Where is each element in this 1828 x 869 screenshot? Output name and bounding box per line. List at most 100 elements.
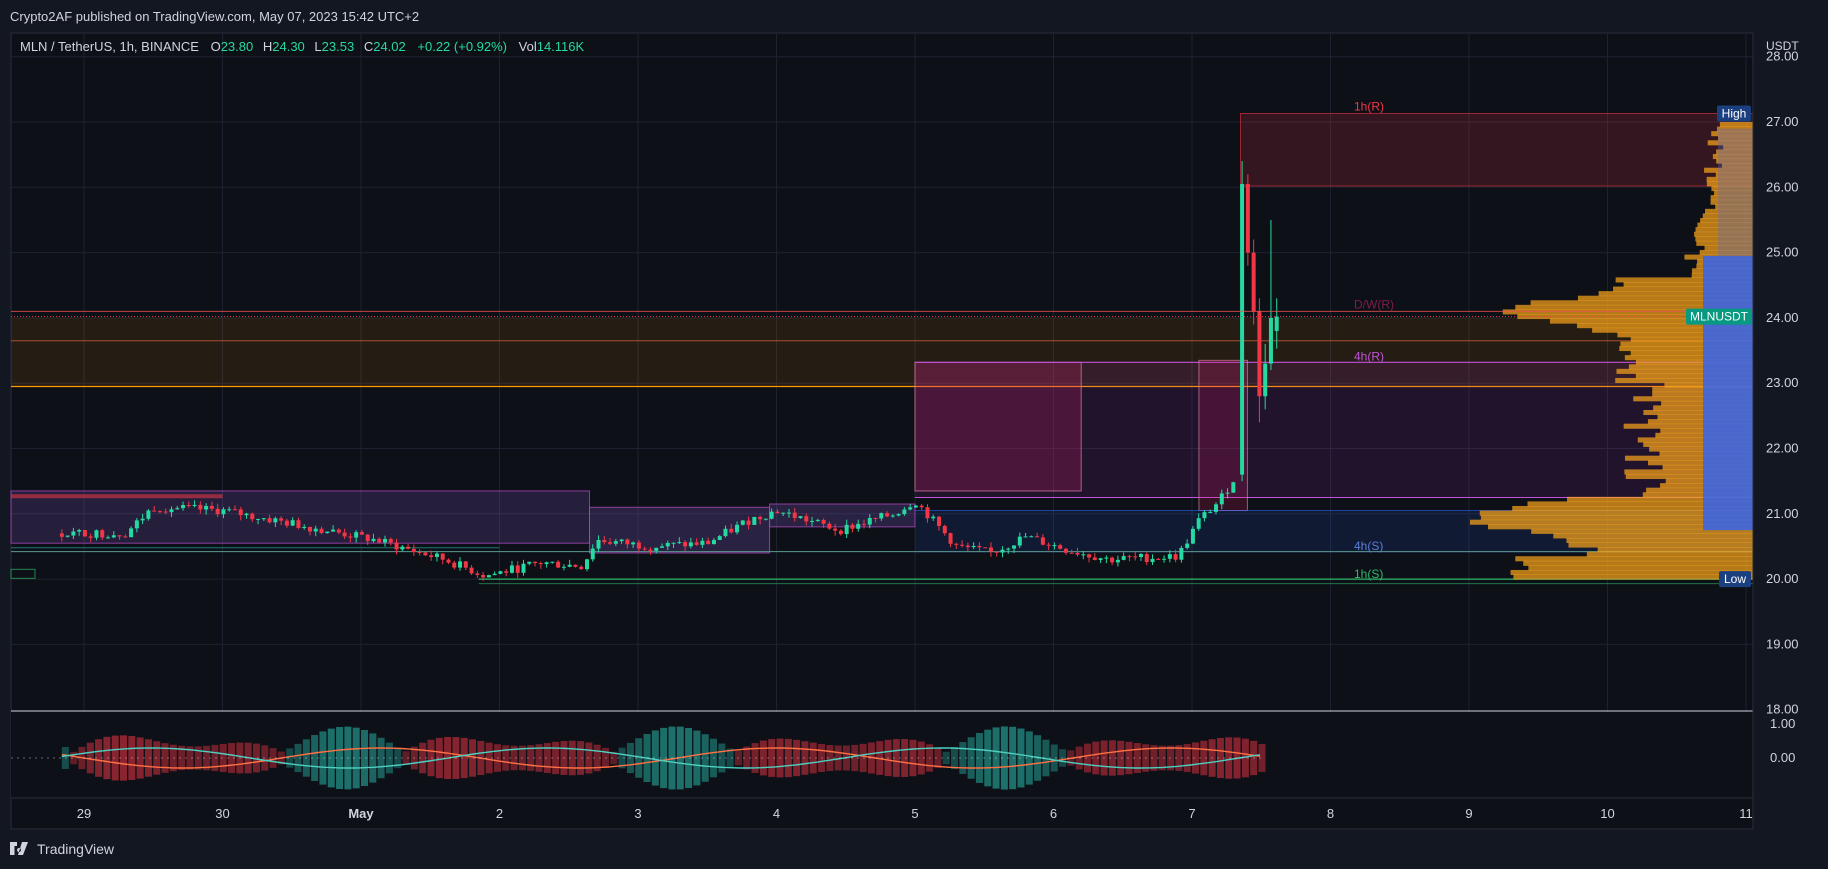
legend-low: 23.53 <box>322 39 355 54</box>
candle-body <box>752 516 757 525</box>
oscillator-bar <box>992 727 1000 789</box>
candle-body <box>1000 549 1005 553</box>
oscillator-bar <box>203 745 211 771</box>
candle-body <box>365 534 370 542</box>
candle-body <box>59 533 64 537</box>
candle-body <box>1023 536 1028 538</box>
candle-body <box>1115 559 1120 563</box>
candle-body <box>498 571 503 574</box>
candle-body <box>140 518 145 521</box>
candle-body <box>931 516 936 519</box>
candle-body <box>1069 552 1074 554</box>
oscillator-bar <box>768 739 776 777</box>
legend-symbol: MLN / TetherUS, 1h, BINANCE <box>20 39 199 54</box>
oscillator-bar <box>1150 745 1158 771</box>
ohlc-legend[interactable]: MLN / TetherUS, 1h, BINANCE O23.80 H24.3… <box>20 39 585 54</box>
candle-body <box>1257 311 1262 397</box>
volume-profile-bar <box>1598 291 1753 297</box>
volume-profile-bar <box>1623 281 1753 288</box>
oscillator-bar <box>651 730 659 786</box>
candle-body <box>111 535 116 538</box>
oscillator-bar <box>543 743 551 773</box>
volume-profile-bar <box>1652 391 1753 397</box>
oscillator-bar <box>934 747 942 769</box>
price-axis-currency: USDT <box>1766 39 1799 53</box>
oscillator-bar <box>485 742 493 774</box>
candle-body <box>861 523 866 525</box>
candle-body <box>665 542 670 547</box>
candle-body <box>354 532 359 538</box>
volume-profile-bar <box>1635 359 1753 365</box>
candle-body <box>359 532 364 535</box>
oscillator-bar <box>435 737 443 779</box>
volume-profile-bar <box>1597 547 1753 553</box>
candle-body <box>1231 482 1236 493</box>
volume-profile-bar <box>1646 487 1753 493</box>
oscillator-bar <box>1175 745 1183 771</box>
volume-profile-bar <box>1710 195 1753 201</box>
oscillator-bar <box>568 740 576 776</box>
price-axis[interactable]: 28.00 27.00 26.00 25.00 24.00 23.00 22.00 21.00… <box>1766 49 1799 717</box>
low-badge-bg <box>1719 571 1751 588</box>
oscillator-bar <box>527 745 535 771</box>
oscillator-bar <box>1075 746 1083 770</box>
time-axis[interactable]: 29 30 May 2 3 4 5 6 7 8 9 10 11 <box>77 806 1753 821</box>
oscillator-bar <box>211 744 219 772</box>
oscillator-bar <box>1225 737 1233 779</box>
volume-profile-bar <box>1712 153 1753 160</box>
oscillator-bar <box>311 735 319 781</box>
candle-body <box>1058 545 1063 549</box>
high-badge-bg <box>1717 105 1751 122</box>
candle-body <box>550 561 555 563</box>
candle-body <box>423 552 428 556</box>
oscillator-bar <box>1125 741 1133 775</box>
candle-body <box>209 505 214 509</box>
volume-profile-bar <box>1479 510 1753 516</box>
low-badge: Low <box>1724 572 1746 586</box>
time-tick-label: 11 <box>1739 806 1753 821</box>
candle-body <box>1167 554 1172 559</box>
price-tick-label: 27.00 <box>1766 114 1799 129</box>
oscillator-axis[interactable]: 1.00 0.00 <box>1770 716 1795 765</box>
volume-profile-bar <box>1711 131 1753 137</box>
candle-body <box>856 523 861 529</box>
candle-body <box>827 523 832 529</box>
oscillator-bar <box>252 743 260 773</box>
candle-body <box>960 544 965 546</box>
oscillator-bar <box>967 737 975 779</box>
candle-body <box>538 563 543 565</box>
volume-profile-bar <box>1513 574 1753 580</box>
candle-body <box>758 516 763 520</box>
candle-body <box>642 548 647 550</box>
tradingview-logo[interactable]: TradingView <box>10 841 115 857</box>
candle-body <box>71 531 76 536</box>
supply-zone-1h <box>1239 113 1754 187</box>
legend-open: 23.80 <box>221 39 254 54</box>
oscillator-bar <box>884 739 892 777</box>
oscillator-bar <box>1142 744 1150 772</box>
candle-body <box>221 509 226 515</box>
oscillator-bar <box>336 726 344 790</box>
volume-profile-bar <box>1704 167 1753 173</box>
volume-profile-bar <box>1586 551 1753 557</box>
publisher-caption: Crypto2AF published on TradingView.com, … <box>10 9 419 24</box>
volume-profile-bar <box>1515 556 1753 562</box>
candle-body <box>1063 548 1068 553</box>
candle-body <box>919 505 924 508</box>
volume-profile-bar <box>1624 469 1753 475</box>
oscillator-bar <box>942 751 950 765</box>
oscillator-bar <box>951 746 959 770</box>
candle-body <box>94 530 99 538</box>
candle-body <box>88 536 93 538</box>
oscillator-bar <box>1192 742 1199 774</box>
volume-profile-bar <box>1717 135 1753 141</box>
price-tick-label: 21.00 <box>1766 506 1799 521</box>
candle-body <box>619 539 624 542</box>
oscillator-bar <box>460 737 468 779</box>
oscillator-bar <box>776 738 784 778</box>
volume-profile-bar <box>1620 341 1753 347</box>
oscillator-bar <box>668 726 676 790</box>
oscillator-bar <box>144 739 152 777</box>
price-badges: High Low MLNUSDT <box>1686 105 1752 588</box>
